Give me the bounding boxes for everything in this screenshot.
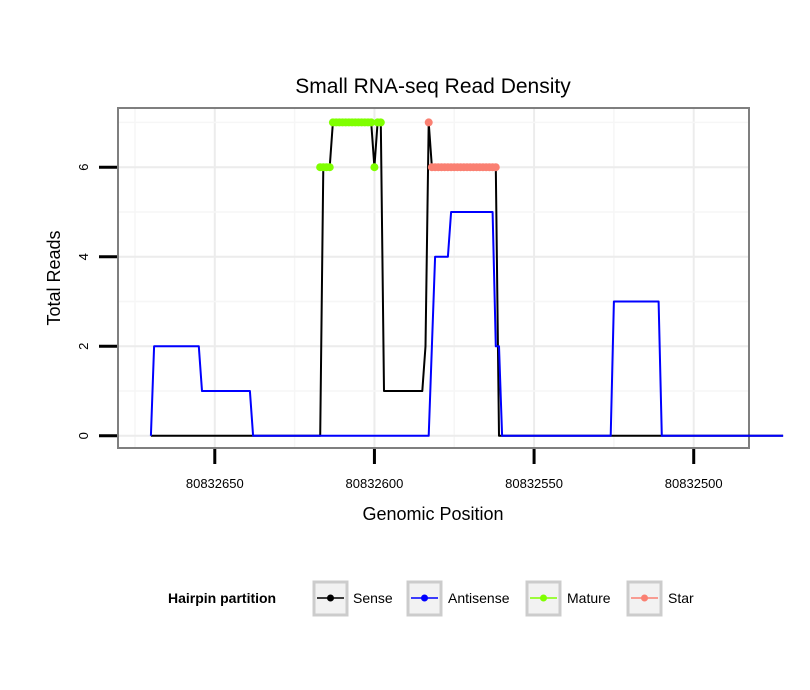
data-point-star <box>491 163 500 172</box>
y-tick-label: 4 <box>76 253 91 260</box>
data-point-mature <box>370 163 379 172</box>
data-point-mature <box>325 163 334 172</box>
legend-label-antisense: Antisense <box>448 590 510 606</box>
y-tick-label: 0 <box>76 432 91 439</box>
points-layer <box>316 118 500 172</box>
legend-item-sense: Sense <box>312 580 393 617</box>
legend: Hairpin partition Sense Antisense Mature… <box>168 580 694 617</box>
series-line-antisense <box>149 211 784 437</box>
legend-item-mature: Mature <box>525 580 611 617</box>
legend-label-mature: Mature <box>567 590 611 606</box>
legend-item-antisense: Antisense <box>406 580 510 617</box>
legend-dot-star <box>641 594 648 602</box>
x-tick-label: 80832600 <box>346 476 404 491</box>
y-axis-title: Total Reads <box>44 230 64 325</box>
x-tick-label: 80832500 <box>665 476 723 491</box>
x-axis-title: Genomic Position <box>362 504 503 524</box>
x-tick-label: 80832550 <box>505 476 563 491</box>
x-axis: 80832650 80832600 80832550 80832500 <box>186 449 723 491</box>
legend-title: Hairpin partition <box>168 590 276 606</box>
legend-label-star: Star <box>668 590 694 606</box>
data-point-mature <box>376 118 385 127</box>
y-axis: 0 2 4 6 <box>76 164 117 439</box>
data-point-mature <box>367 118 376 127</box>
y-tick-label: 6 <box>76 164 91 171</box>
legend-dot-antisense <box>421 594 428 602</box>
chart-title: Small RNA-seq Read Density <box>295 75 571 98</box>
data-point-star <box>424 118 433 127</box>
x-tick-label: 80832650 <box>186 476 244 491</box>
legend-item-star: Star <box>626 580 694 617</box>
y-tick-label: 2 <box>76 343 91 350</box>
legend-dot-sense <box>327 594 334 602</box>
legend-dot-mature <box>540 594 547 602</box>
legend-label-sense: Sense <box>353 590 393 606</box>
